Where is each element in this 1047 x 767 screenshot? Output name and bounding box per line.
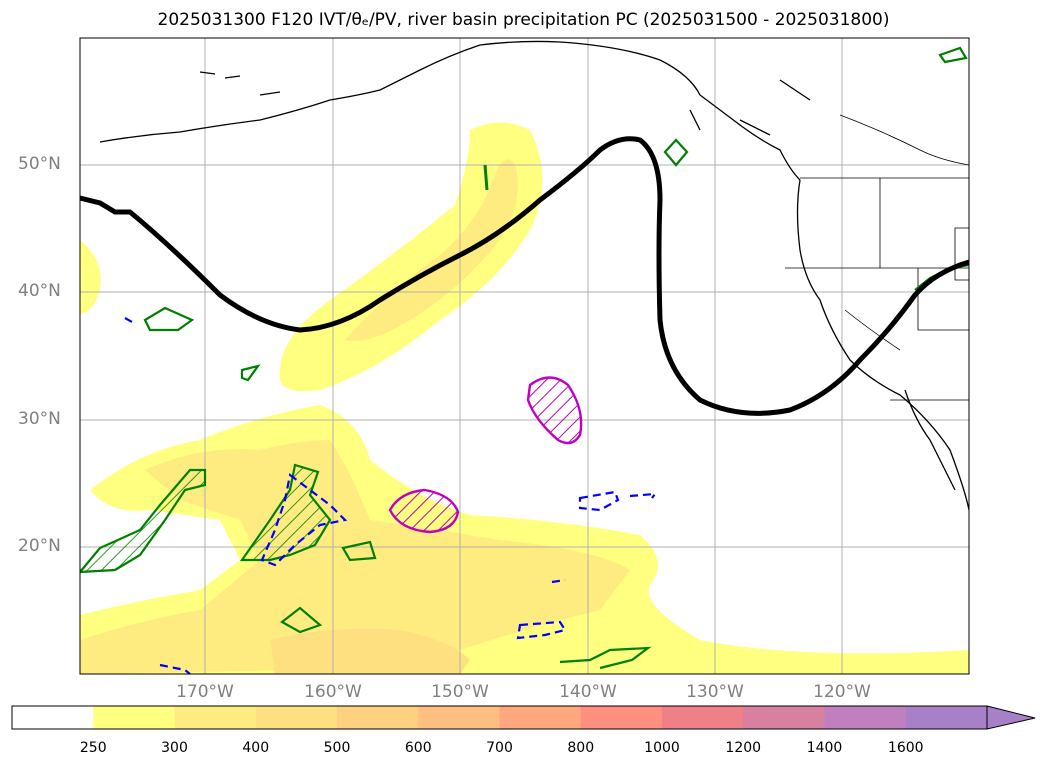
- colorbar-segment: [337, 706, 419, 729]
- figure-title: 2025031300 F120 IVT/θₑ/PV, river basin p…: [157, 10, 890, 30]
- map-frame: [79, 37, 970, 675]
- colorbar-tick-label: 1000: [644, 740, 680, 756]
- colorbar-segment: [12, 706, 94, 729]
- colorbar: [11, 705, 1036, 730]
- colorbar-tick-label: 300: [161, 740, 188, 756]
- lon-label-120w: 120°W: [813, 682, 871, 702]
- lon-label-150w: 150°W: [431, 682, 489, 702]
- colorbar-segment: [824, 706, 907, 729]
- lat-label-40n: 40°N: [18, 281, 61, 301]
- lon-label-130w: 130°W: [686, 682, 744, 702]
- lon-label-160w: 160°W: [304, 682, 362, 702]
- colorbar-segment: [743, 706, 825, 729]
- precip-pc-contours: [388, 376, 583, 534]
- colorbar-segment: [499, 706, 582, 729]
- lat-label-50n: 50°N: [18, 154, 61, 174]
- colorbar-segment: [93, 706, 175, 729]
- graticule: [80, 38, 969, 674]
- colorbar-segment: [580, 706, 663, 729]
- colorbar-tick-label: 400: [242, 740, 270, 756]
- colorbar-tick-label: 500: [323, 740, 351, 756]
- colorbar-segment: [174, 706, 257, 729]
- lat-label-30n: 30°N: [18, 409, 61, 429]
- colorbar-extend-arrow: [986, 705, 1036, 730]
- coastlines: [99, 40, 969, 511]
- colorbar-segment: [255, 706, 338, 729]
- colorbar-tick-label: 1200: [725, 740, 762, 756]
- map-plot-area: [80, 38, 969, 674]
- colorbar-tick-label: 1400: [806, 740, 843, 756]
- colorbar-segment: [418, 706, 500, 729]
- lat-label-20n: 20°N: [18, 536, 61, 556]
- colorbar-tick-label: 250: [79, 740, 107, 756]
- lon-label-170w: 170°W: [176, 682, 234, 702]
- negative-contours: [124, 317, 658, 674]
- lon-label-140w: 140°W: [559, 682, 617, 702]
- colorbar-tick-label: 800: [567, 740, 595, 756]
- pv-contour: [80, 136, 969, 416]
- colorbar-tick-label: 600: [404, 740, 432, 756]
- colorbar-tick-label: 1600: [887, 740, 924, 756]
- colorbar-segment: [905, 706, 988, 729]
- colorbar-tick-label: 700: [486, 740, 513, 756]
- colorbar-segment: [662, 706, 744, 729]
